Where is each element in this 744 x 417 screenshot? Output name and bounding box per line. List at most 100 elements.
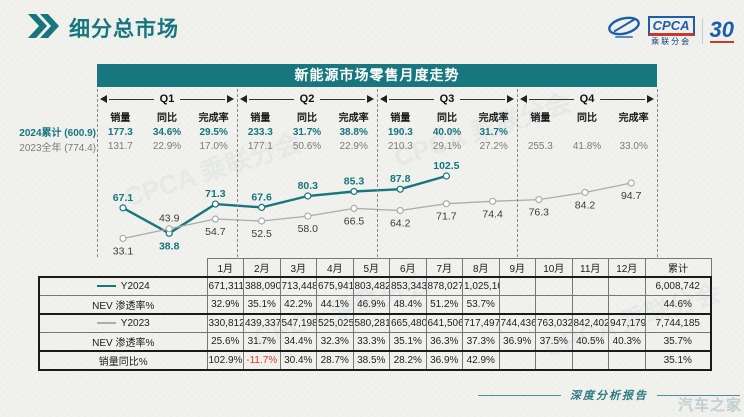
arrow-line xyxy=(180,98,225,100)
table-row: NEV 渗透率% 32.9% 35.1% 42.2% 44.1% 46.9% 48.4% 51… xyxy=(38,295,712,315)
arrow-line xyxy=(600,98,645,100)
table-header-row: 1月 2月 3月 4月 5月 6月 7月 8月 9月 10月 11月 12月 累计 xyxy=(39,258,712,278)
footer-line-left xyxy=(478,394,561,396)
data-point-label: 71.3 xyxy=(205,188,226,200)
row-label: Y2024 xyxy=(38,276,208,296)
table-col-header: 4月 xyxy=(316,258,354,278)
arrow-right-icon xyxy=(647,95,654,103)
data-point xyxy=(211,215,220,223)
quarter-divider xyxy=(517,89,518,257)
cpca-logo-subtext: 乘联分会 xyxy=(651,36,692,46)
table-cell: 547,198 xyxy=(279,313,317,333)
quarter-label: Q1 xyxy=(159,93,175,105)
row-label: 销量同比% xyxy=(38,350,208,371)
table-cell: 102.9% xyxy=(206,350,244,371)
logo-divider xyxy=(701,17,703,44)
data-point-label: 64.2 xyxy=(390,217,411,229)
table-cell xyxy=(608,276,646,296)
table-col-header: 11月 xyxy=(571,258,609,278)
quarter-label: Q3 xyxy=(439,93,455,105)
table-corner-blank xyxy=(39,259,207,278)
data-point xyxy=(581,188,589,197)
table-cell: 878,027 xyxy=(425,276,463,296)
stat-column-header: 完成率 xyxy=(338,113,369,124)
stat-column-header: 同比 xyxy=(296,113,317,124)
table-cell: 1,025,100 xyxy=(462,276,500,296)
row-label: NEV 渗透率% xyxy=(38,295,208,315)
stat-2024-value: 29.5% xyxy=(199,127,228,138)
table-cell: 40.5% xyxy=(571,332,609,352)
data-table: 1月 2月 3月 4月 5月 6月 7月 8月 9月 10月 11月 12月 累计 Y2024 671,3… xyxy=(38,258,712,371)
stat-2024-value: 31.7% xyxy=(292,127,322,138)
stat-column-header: 销量 xyxy=(250,113,271,124)
series-total-labels: 2024累计 (600.9) 2023全年 (774.4) xyxy=(6,126,96,156)
data-point xyxy=(396,185,404,193)
data-point-label: 76.3 xyxy=(529,207,550,219)
table-col-header: 5月 xyxy=(352,258,390,278)
arrow-left-icon xyxy=(240,95,247,103)
table-col-header: 3月 xyxy=(279,258,317,278)
data-point xyxy=(211,200,220,208)
cpca-logo: CPCA 乘联分会 xyxy=(647,15,695,46)
data-point xyxy=(489,197,497,205)
data-point-label: 58.0 xyxy=(298,223,319,235)
table-cell: 35.1% xyxy=(644,350,712,371)
table-cell: 35.7% xyxy=(644,332,712,352)
table-cell: 34.4% xyxy=(279,332,317,352)
arrow-left-icon xyxy=(520,95,527,103)
table-col-header: 6月 xyxy=(389,258,427,278)
stat-2023-value: 29.1% xyxy=(432,141,462,152)
data-point xyxy=(350,204,358,213)
quarter-section: Q1 销量 同比 完成率 177.3 34.6% 29.5% 131.7 22.9% 17.0% xyxy=(97,91,237,154)
legend-line-icon xyxy=(96,322,116,325)
arrow-left-icon xyxy=(100,95,107,103)
data-point-label: 38.8 xyxy=(159,240,180,252)
page-title: 细分总市场 xyxy=(69,18,179,41)
table-col-header: 10月 xyxy=(535,258,573,278)
stat-2023-value: 50.6% xyxy=(292,141,322,152)
table-row: 销量同比% 102.9% -11.7% 30.4% 28.7% 38.5% 28.2% 36.… xyxy=(38,350,712,371)
table-cell: 53.7% xyxy=(462,295,500,315)
table-cell: 665,480 xyxy=(389,313,427,333)
stat-column-header: 完成率 xyxy=(478,113,509,124)
table-cell: 717,497 xyxy=(462,313,500,333)
table-cell: 28.7% xyxy=(316,350,354,371)
table-cell: 525,025 xyxy=(316,313,354,333)
data-point-label: 74.4 xyxy=(482,208,503,220)
table-cell: 48.4% xyxy=(389,295,427,315)
data-point-label: 84.2 xyxy=(575,199,596,211)
table-cell: 763,032 xyxy=(535,313,573,333)
stat-2023-value: 210.3 xyxy=(387,141,413,152)
arrow-line xyxy=(529,98,574,100)
series-2024-total-label: 2024累计 (600.9) xyxy=(19,128,96,139)
table-cell: 641,506 xyxy=(425,313,463,333)
data-point-label: 85.3 xyxy=(344,175,365,187)
stat-2024-value: 190.3 xyxy=(387,127,413,138)
stat-2023-value: 255.3 xyxy=(527,141,553,152)
stat-2024-value: 40.0% xyxy=(432,127,462,138)
table-cell: 30.4% xyxy=(279,350,317,371)
table-cell: 439,337 xyxy=(243,313,281,333)
data-point-label: 87.8 xyxy=(390,173,411,185)
stat-2023-value: 33.0% xyxy=(619,141,648,152)
arrow-line xyxy=(389,98,434,100)
quarter-divider xyxy=(237,89,238,257)
legend-line-icon xyxy=(96,285,116,288)
quarter-section: Q4 销量 同比 完成率 255.3 41.8% 33.0% xyxy=(517,91,657,154)
quarter-range-arrow: Q1 xyxy=(97,91,237,107)
table-cell: -11.7% xyxy=(243,350,281,371)
table-cell: 6,008,742 xyxy=(644,276,712,296)
stat-2023-value: 177.1 xyxy=(247,141,273,152)
row-label-text: 销量同比% xyxy=(98,357,148,368)
quarter-label: Q2 xyxy=(299,93,315,105)
table-cell: 330,812 xyxy=(206,313,244,333)
data-point xyxy=(442,172,450,180)
arrow-right-icon xyxy=(367,95,374,103)
quarter-section: Q3 销量 同比 完成率 190.3 40.0% 31.7% 210.3 29.1% 27.2% xyxy=(377,91,517,154)
quarter-sections: Q1 销量 同比 完成率 177.3 34.6% 29.5% 131.7 22.9% 17.0% Q… xyxy=(97,91,657,154)
table-cell: 36.9% xyxy=(425,350,463,371)
data-point xyxy=(258,217,266,225)
trend-chart: 67.1 38.8 71.3 67.6 80.3 85.3 87.8 102.5 33.1 43.… xyxy=(113,160,642,257)
table-cell: 25.6% xyxy=(206,332,244,352)
table-cell: 947,179 xyxy=(608,313,646,333)
